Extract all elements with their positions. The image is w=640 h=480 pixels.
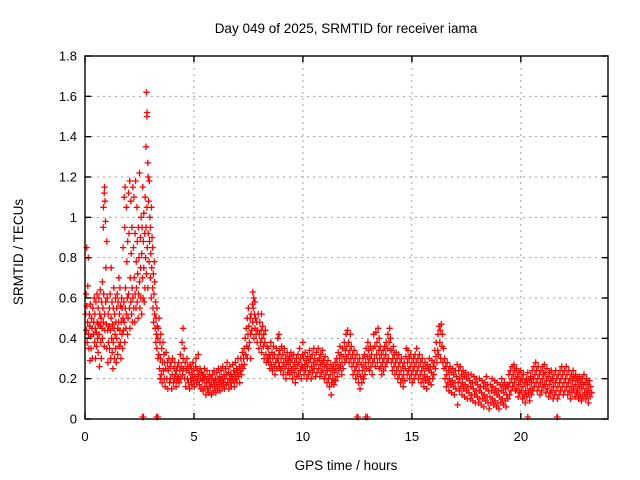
x-tick-label: 15 [405,429,419,444]
y-tick-label: 0 [70,412,77,427]
y-tick-label: 0.4 [59,331,77,346]
plot-frame [84,55,609,420]
x-tick-label: 20 [514,429,528,444]
x-tick-label: 10 [296,429,310,444]
x-tick-label: 0 [81,429,88,444]
y-tick-label: 0.2 [59,371,77,386]
x-tick-label: 5 [190,429,197,444]
plot-border [84,55,609,420]
y-tick-label: 0.6 [59,291,77,306]
chart-title: Day 049 of 2025, SRMTID for receiver iam… [215,21,478,36]
data-points [82,89,595,421]
y-tick-label: 1.8 [59,49,77,64]
y-tick-label: 0.8 [59,250,77,265]
tick-labels: 0 5 10 15 20 0 0.2 0.4 0.6 0.8 1 1.2 1.4 1.6 1.8 [59,49,528,445]
y-tick-label: 1.6 [59,89,77,104]
y-tick-label: 1 [70,210,77,225]
x-axis-label: GPS time / hours [295,458,398,473]
y-tick-label: 1.2 [59,170,77,185]
y-axis-label: SRMTID / TECUs [11,199,26,306]
gridlines [85,56,608,419]
y-tick-label: 1.4 [59,129,77,144]
scatter-plus-markers [82,89,595,421]
